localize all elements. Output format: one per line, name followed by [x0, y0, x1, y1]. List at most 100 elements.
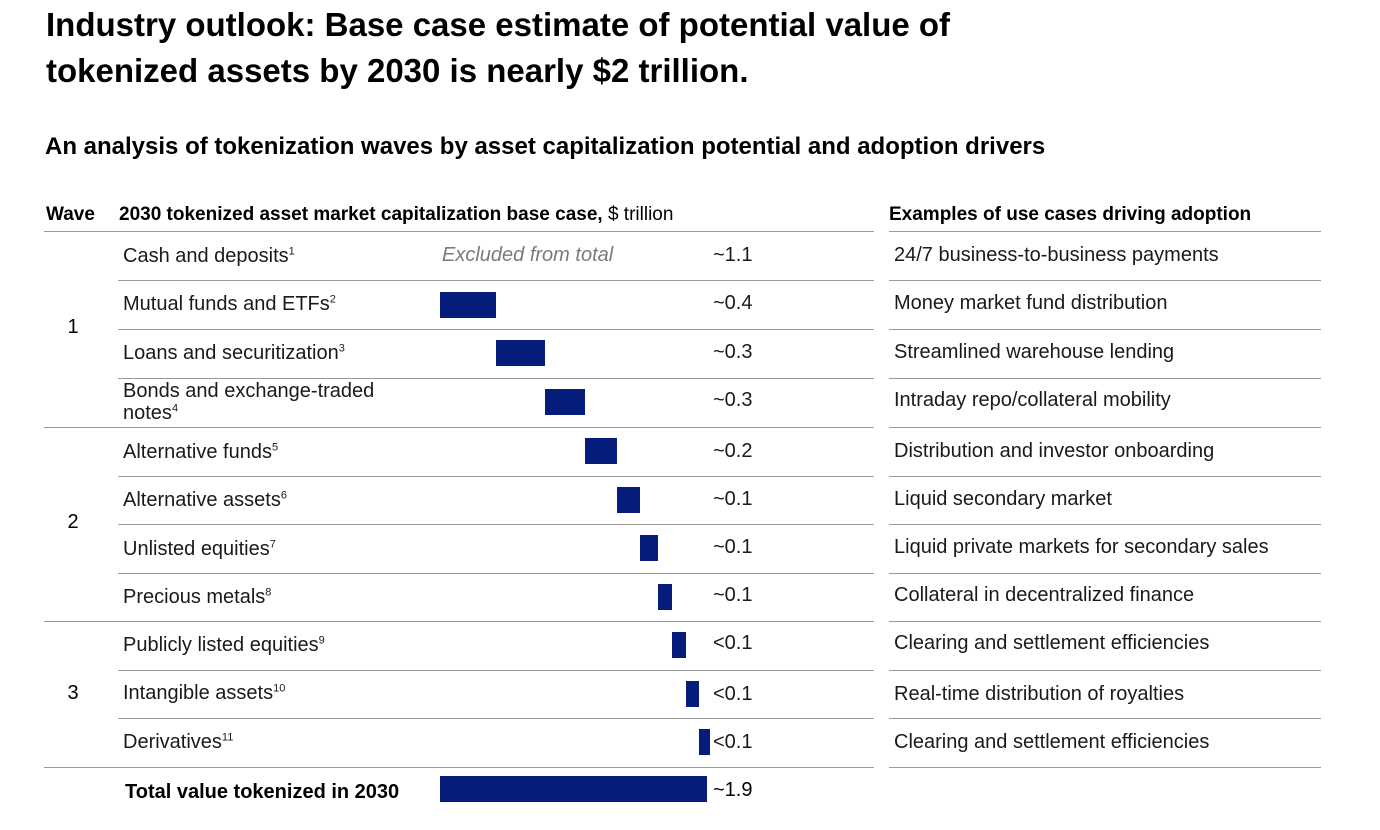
- divider: [889, 231, 1321, 232]
- row-label: Derivatives11: [123, 731, 233, 753]
- waterfall-bar: [617, 487, 640, 513]
- waterfall-bar: [671, 632, 686, 658]
- divider: [118, 280, 874, 281]
- use-case: Clearing and settlement efficiencies: [894, 632, 1210, 654]
- divider: [118, 476, 874, 477]
- market-cap-column-header: 2030 tokenized asset market capitalizati…: [119, 204, 674, 225]
- row-name: Loans and securitization: [123, 342, 339, 364]
- footnote-marker: 5: [271, 441, 279, 454]
- row-name: Precious metals: [123, 586, 266, 608]
- value-label: ~0.1: [713, 584, 753, 606]
- row-label: Precious metals8: [123, 586, 271, 608]
- total-bar: [440, 776, 707, 802]
- waterfall-bar: [657, 584, 672, 610]
- footnote-marker: 11: [221, 731, 234, 744]
- use-case: Clearing and settlement efficiencies: [894, 731, 1210, 753]
- value-label: ~0.3: [713, 389, 753, 411]
- footnote-marker: 10: [273, 682, 286, 695]
- use-case: Money market fund distribution: [894, 292, 1168, 314]
- divider: [889, 524, 1321, 525]
- divider: [44, 231, 874, 232]
- divider: [889, 621, 1321, 622]
- divider: [889, 476, 1321, 477]
- divider: [44, 427, 874, 428]
- divider: [118, 573, 874, 574]
- footnote-marker: 4: [171, 402, 179, 415]
- row-label: Bonds and exchange-traded notes4: [123, 380, 423, 424]
- chart-title: Industry outlook: Base case estimate of …: [46, 2, 1146, 94]
- row-name: Alternative assets: [123, 489, 281, 511]
- use-case: Liquid secondary market: [894, 488, 1112, 510]
- divider: [118, 670, 874, 671]
- use-case: Liquid private markets for secondary sal…: [894, 536, 1269, 558]
- use-cases-column-header: Examples of use cases driving adoption: [889, 204, 1252, 225]
- row-label: Loans and securitization3: [123, 342, 345, 364]
- title-line-1: Industry outlook: Base case estimate of …: [46, 6, 951, 43]
- row-label: Unlisted equities7: [123, 538, 276, 560]
- waterfall-bar: [698, 729, 710, 755]
- divider: [889, 378, 1321, 379]
- title-line-2: tokenized assets by 2030 is nearly $2 tr…: [46, 52, 749, 89]
- value-label: ~0.1: [713, 536, 753, 558]
- row-label: Cash and deposits1: [123, 245, 295, 267]
- value-label: <0.1: [713, 632, 753, 654]
- wave-label-2: 2: [67, 511, 79, 533]
- waterfall-bar: [639, 535, 658, 561]
- row-label: Intangible assets10: [123, 682, 285, 704]
- row-name: Bonds and exchange-traded notes: [123, 380, 375, 424]
- row-label: Mutual funds and ETFs2: [123, 293, 336, 315]
- total-value: ~1.9: [713, 779, 753, 801]
- divider: [118, 378, 874, 379]
- wave-label-3: 3: [67, 682, 79, 704]
- row-name: Mutual funds and ETFs: [123, 293, 330, 315]
- row-label: Publicly listed equities9: [123, 634, 325, 656]
- value-label: <0.1: [713, 683, 753, 705]
- row-name: Publicly listed equities: [123, 634, 319, 656]
- wave-label-1: 1: [67, 316, 79, 338]
- waterfall-bar: [496, 340, 546, 366]
- use-case: Distribution and investor onboarding: [894, 440, 1215, 462]
- divider: [44, 621, 874, 622]
- use-case: Real-time distribution of royalties: [894, 683, 1185, 705]
- row-label: Alternative funds5: [123, 441, 278, 463]
- row-label: Alternative assets6: [123, 489, 287, 511]
- row-name: Alternative funds: [123, 441, 272, 463]
- divider: [118, 524, 874, 525]
- divider: [889, 427, 1321, 428]
- row-name: Derivatives: [123, 731, 222, 753]
- footnote-marker: 9: [318, 634, 325, 647]
- waterfall-bar: [545, 389, 585, 415]
- divider: [118, 329, 874, 330]
- footnote-marker: 8: [265, 586, 272, 599]
- use-case: 24/7 business-to-business payments: [894, 244, 1219, 266]
- divider: [118, 718, 874, 719]
- value-label: ~0.3: [713, 341, 753, 363]
- divider: [889, 573, 1321, 574]
- use-case: Collateral in decentralized finance: [894, 584, 1195, 606]
- use-case: Streamlined warehouse lending: [894, 341, 1175, 363]
- row-name: Unlisted equities: [123, 538, 270, 560]
- waterfall-bar: [440, 292, 497, 318]
- row-name: Intangible assets: [123, 682, 274, 704]
- value-label: ~0.1: [713, 488, 753, 510]
- use-case: Intraday repo/collateral mobility: [894, 389, 1171, 411]
- divider: [44, 767, 874, 768]
- divider: [889, 670, 1321, 671]
- value-label: <0.1: [713, 731, 753, 753]
- divider: [889, 280, 1321, 281]
- wave-column-header: Wave: [46, 204, 95, 225]
- waterfall-bar: [685, 681, 699, 707]
- footnote-marker: 3: [338, 342, 345, 355]
- value-label: ~0.2: [713, 440, 753, 462]
- chart-subtitle: An analysis of tokenization waves by ass…: [45, 133, 1046, 160]
- divider: [889, 718, 1321, 719]
- footnote-marker: 2: [329, 293, 336, 306]
- total-label: Total value tokenized in 2030: [125, 781, 400, 803]
- excluded-note: Excluded from total: [442, 244, 614, 266]
- row-name: Cash and deposits: [123, 245, 289, 267]
- divider: [889, 329, 1321, 330]
- value-label: ~0.4: [713, 292, 753, 314]
- waterfall-bar: [584, 438, 618, 464]
- footnote-marker: 6: [280, 489, 287, 502]
- divider: [889, 767, 1321, 768]
